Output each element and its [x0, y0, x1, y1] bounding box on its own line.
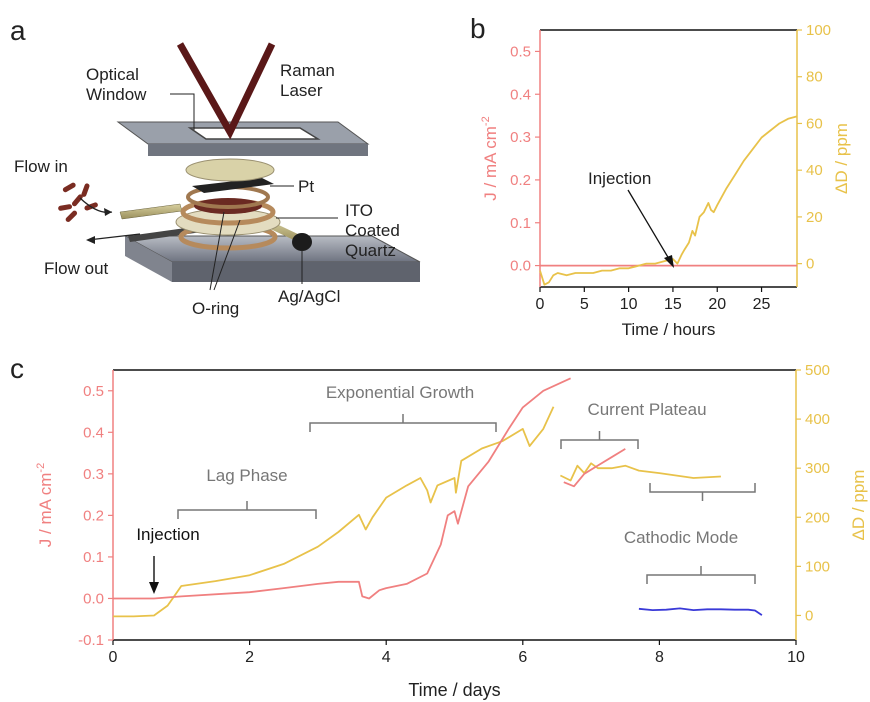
c-current-plateau-annotation: Current Plateau — [587, 400, 706, 419]
y-right-tick-label: 200 — [805, 509, 830, 526]
agagcl-electrode — [292, 233, 312, 251]
ito-label: ITO Coated Quartz — [345, 201, 400, 260]
x-tick-label: 2 — [245, 649, 254, 666]
y-right-tick-label: 400 — [805, 411, 830, 428]
c-exponential-growth-bracket — [309, 414, 497, 432]
series-line-2 — [539, 115, 798, 286]
y-left-tick-label: 0.1 — [83, 549, 104, 566]
c-plateau-lower-bracket — [649, 483, 756, 501]
chart-c: 0 2 4 6 8 10 -0.1 0.0 0.1 0.2 0.3 0.4 0.5 0 100 200 300 4… — [35, 362, 868, 700]
c-left-axis-label: J / mA cm-2 — [35, 463, 55, 547]
y-left-tick-label: -0.1 — [78, 632, 104, 649]
top-disc — [185, 158, 275, 182]
x-tick-label: 20 — [708, 296, 726, 313]
series-line-5 — [638, 607, 763, 616]
c-exponential-growth-annotation: Exponential Growth — [326, 383, 474, 402]
outlet-rod — [128, 226, 202, 242]
y-left-tick-label: 0.5 — [510, 43, 531, 60]
y-right-tick-label: 40 — [806, 162, 823, 179]
b-right-axis-label: ΔD / ppm — [832, 123, 851, 194]
y-right-tick-label: 60 — [806, 115, 823, 132]
c-current-plateau-bracket — [560, 431, 639, 449]
y-right-tick-label: 300 — [805, 460, 830, 477]
x-tick-label: 6 — [518, 649, 527, 666]
y-left-tick-label: 0.3 — [83, 466, 104, 483]
flow-out-label: Flow out — [44, 259, 109, 278]
optical-window-shape — [187, 127, 321, 140]
y-right-tick-label: 0 — [805, 607, 813, 624]
y-left-tick-label: 0.3 — [510, 129, 531, 146]
bottom-plate-edge — [172, 262, 420, 282]
x-tick-label: 10 — [620, 296, 638, 313]
y-left-tick-label: 0.0 — [83, 590, 104, 607]
b-left-axis-label: J / mA cm-2 — [480, 116, 500, 200]
y-left-tick-label: 0.4 — [83, 424, 104, 441]
c-lag-phase-annotation: Lag Phase — [206, 466, 287, 485]
c-cathodic-mode-annotation: Cathodic Mode — [624, 528, 738, 547]
inlet-rod — [119, 203, 183, 220]
x-tick-label: 8 — [655, 649, 664, 666]
x-tick-label: 0 — [109, 649, 118, 666]
y-left-tick-label: 0.0 — [510, 258, 531, 275]
series-line-3 — [113, 377, 571, 600]
oring-leader-2 — [213, 219, 241, 291]
flow-out-arrow — [87, 233, 141, 241]
c-injection-annotation: Injection — [136, 525, 199, 544]
y-right-tick-label: 500 — [805, 362, 830, 379]
y-left-tick-label: 0.5 — [83, 383, 104, 400]
c-x-axis-label: Time / days — [408, 680, 500, 700]
x-tick-label: 25 — [753, 296, 771, 313]
x-tick-label: 0 — [536, 296, 545, 313]
y-right-tick-label: 80 — [806, 69, 823, 86]
c-right-axis-label: ΔD / ppm — [849, 470, 868, 541]
y-left-tick-label: 0.2 — [510, 172, 531, 189]
bottom-plate-side — [125, 236, 172, 282]
laser-beam — [176, 42, 276, 140]
x-tick-label: 10 — [787, 649, 805, 666]
top-plate-edge — [148, 144, 368, 156]
series-line-4 — [563, 448, 626, 488]
y-right-tick-label: 20 — [806, 209, 823, 226]
chart-b: 0 5 10 15 20 25 0.0 0.1 0.2 0.3 0.4 0.5 0 20 40 60 80 100… — [480, 22, 851, 339]
pt-electrode — [192, 178, 274, 193]
x-tick-label: 5 — [580, 296, 589, 313]
x-tick-label: 4 — [382, 649, 391, 666]
oring-label: O-ring — [192, 299, 239, 318]
c-cathodic-mode-bracket — [646, 566, 756, 584]
agagcl-label: Ag/AgCl — [278, 287, 340, 306]
optical-window-label: Optical Window — [86, 65, 147, 104]
cell-schematic — [58, 42, 421, 291]
schematic-labels: Optical Window Raman Laser Flow in Flow ou… — [14, 61, 400, 318]
y-left-tick-label: 0.2 — [83, 507, 104, 524]
x-tick-label: 15 — [664, 296, 682, 313]
y-left-tick-label: 0.1 — [510, 215, 531, 232]
series-line-1 — [113, 406, 555, 618]
b-injection-annotation: Injection — [588, 169, 651, 188]
y-right-tick-label: 0 — [806, 256, 814, 273]
raman-laser-label: Raman Laser — [280, 61, 335, 100]
panel-label-a: a — [10, 15, 26, 46]
y-right-tick-label: 100 — [805, 558, 830, 575]
flow-in-label: Flow in — [14, 157, 68, 176]
oring-leader-1 — [209, 211, 225, 291]
y-right-tick-label: 100 — [806, 22, 831, 39]
c-lag-phase-bracket — [177, 501, 317, 519]
b-injection-arrow — [627, 189, 673, 265]
optical-window-leader — [170, 93, 195, 130]
y-left-tick-label: 0.4 — [510, 86, 531, 103]
b-x-axis-label: Time / hours — [622, 320, 716, 339]
flow-bacteria — [58, 182, 98, 223]
panel-label-b: b — [470, 13, 486, 44]
pt-label: Pt — [298, 177, 314, 196]
panel-label-c: c — [10, 353, 24, 384]
series-line-2 — [560, 462, 721, 482]
